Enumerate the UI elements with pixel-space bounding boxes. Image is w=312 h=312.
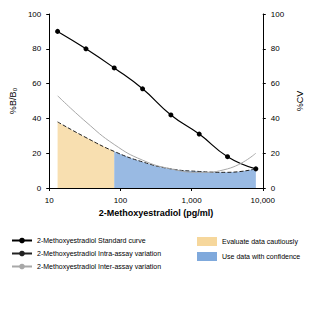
svg-text:60: 60 (32, 79, 41, 88)
svg-text:0: 0 (271, 184, 276, 193)
svg-text:10,000: 10,000 (251, 196, 276, 205)
svg-text:2-Methoxyestradiol (pg/ml): 2-Methoxyestradiol (pg/ml) (99, 208, 214, 218)
svg-text:2-Methoxyestradiol Inter-assay: 2-Methoxyestradiol Inter-assay variation (37, 263, 161, 271)
svg-text:2-Methoxyestradiol Standard cu: 2-Methoxyestradiol Standard curve (37, 237, 146, 245)
svg-text:10: 10 (45, 196, 54, 205)
svg-text:1,000: 1,000 (182, 196, 203, 205)
svg-text:20: 20 (271, 149, 280, 158)
svg-text:100: 100 (114, 196, 128, 205)
svg-text:%CV: %CV (295, 91, 305, 112)
svg-text:100: 100 (28, 10, 42, 19)
svg-text:80: 80 (271, 44, 280, 53)
svg-text:Evaluate data cautiously: Evaluate data cautiously (222, 238, 298, 246)
svg-text:60: 60 (271, 79, 280, 88)
svg-text:80: 80 (32, 44, 41, 53)
svg-text:100: 100 (271, 10, 285, 19)
svg-text:40: 40 (271, 114, 280, 123)
svg-text:%B/B₀: %B/B₀ (8, 88, 18, 115)
svg-text:40: 40 (32, 114, 41, 123)
svg-text:2-Methoxyestradiol Intra-assay: 2-Methoxyestradiol Intra-assay variation (37, 250, 161, 258)
svg-text:Use data with confidence: Use data with confidence (222, 253, 300, 260)
svg-text:0: 0 (37, 184, 42, 193)
svg-text:20: 20 (32, 149, 41, 158)
